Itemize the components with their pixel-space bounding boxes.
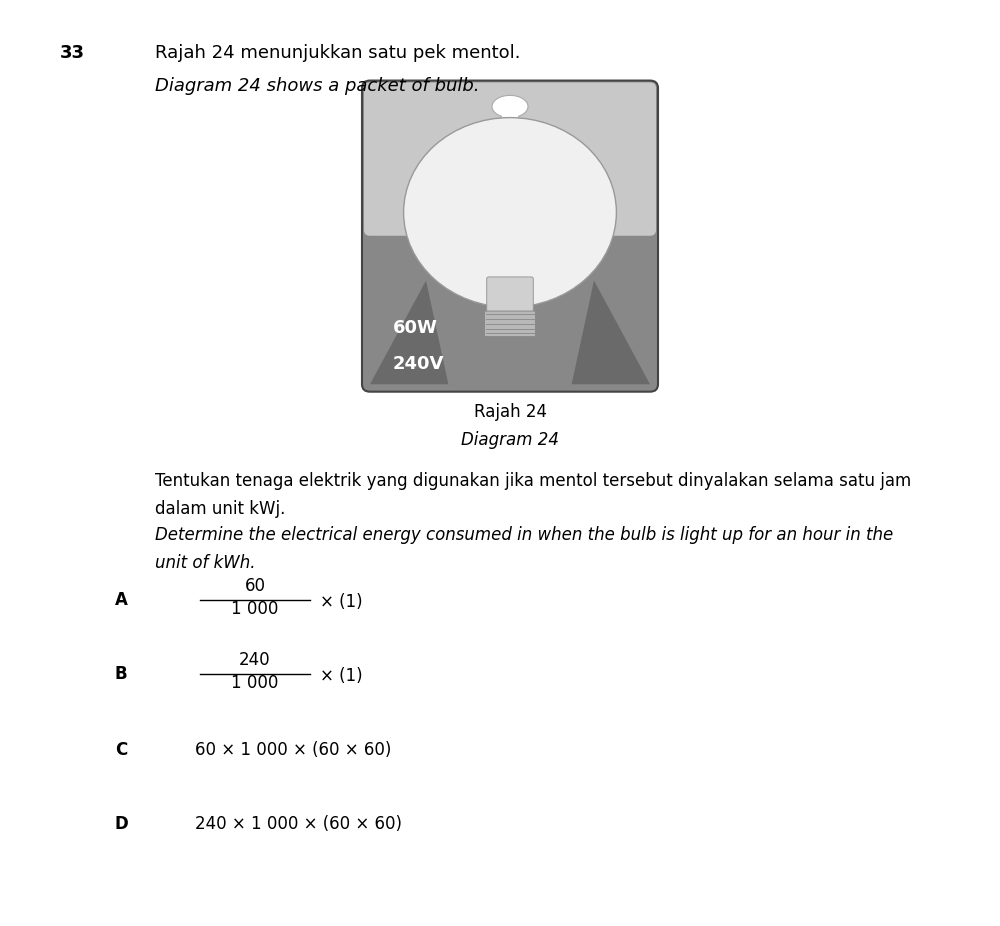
Text: 1 000: 1 000 <box>231 674 279 692</box>
Text: × (1): × (1) <box>320 667 363 684</box>
Text: C: C <box>115 741 127 758</box>
Text: Diagram 24 shows a packet of bulb.: Diagram 24 shows a packet of bulb. <box>155 77 480 94</box>
Text: dalam unit kWj.: dalam unit kWj. <box>155 500 285 518</box>
FancyBboxPatch shape <box>502 108 518 129</box>
Text: A: A <box>115 591 128 608</box>
Text: unit of kWh.: unit of kWh. <box>155 554 256 571</box>
FancyBboxPatch shape <box>362 81 658 392</box>
Text: 240 × 1 000 × (60 × 60): 240 × 1 000 × (60 × 60) <box>195 815 402 832</box>
Text: MENTOL: MENTOL <box>468 139 552 156</box>
Text: 60W: 60W <box>392 319 437 337</box>
Text: Rajah 24: Rajah 24 <box>474 403 546 420</box>
FancyBboxPatch shape <box>487 277 533 314</box>
Text: B: B <box>115 665 128 682</box>
Ellipse shape <box>404 118 616 307</box>
Text: × (1): × (1) <box>320 593 363 610</box>
Text: Rajah 24 menunjukkan satu pek mentol.: Rajah 24 menunjukkan satu pek mentol. <box>155 44 520 62</box>
Text: 60: 60 <box>244 577 266 594</box>
Text: 33: 33 <box>60 44 85 62</box>
FancyBboxPatch shape <box>485 311 535 337</box>
FancyBboxPatch shape <box>364 82 656 236</box>
Text: 60 × 1 000 × (60 × 60): 60 × 1 000 × (60 × 60) <box>195 741 391 758</box>
Text: Determine the electrical energy consumed in when the bulb is light up for an hou: Determine the electrical energy consumed… <box>155 526 893 544</box>
Text: 240V: 240V <box>392 355 444 372</box>
Polygon shape <box>370 281 448 384</box>
Text: 1 000: 1 000 <box>231 600 279 618</box>
Text: 240: 240 <box>239 651 271 669</box>
Text: Diagram 24: Diagram 24 <box>461 431 559 448</box>
Polygon shape <box>572 281 650 384</box>
Text: Tentukan tenaga elektrik yang digunakan jika mentol tersebut dinyalakan selama s: Tentukan tenaga elektrik yang digunakan … <box>155 472 911 490</box>
Ellipse shape <box>492 95 528 118</box>
Text: D: D <box>115 815 129 832</box>
